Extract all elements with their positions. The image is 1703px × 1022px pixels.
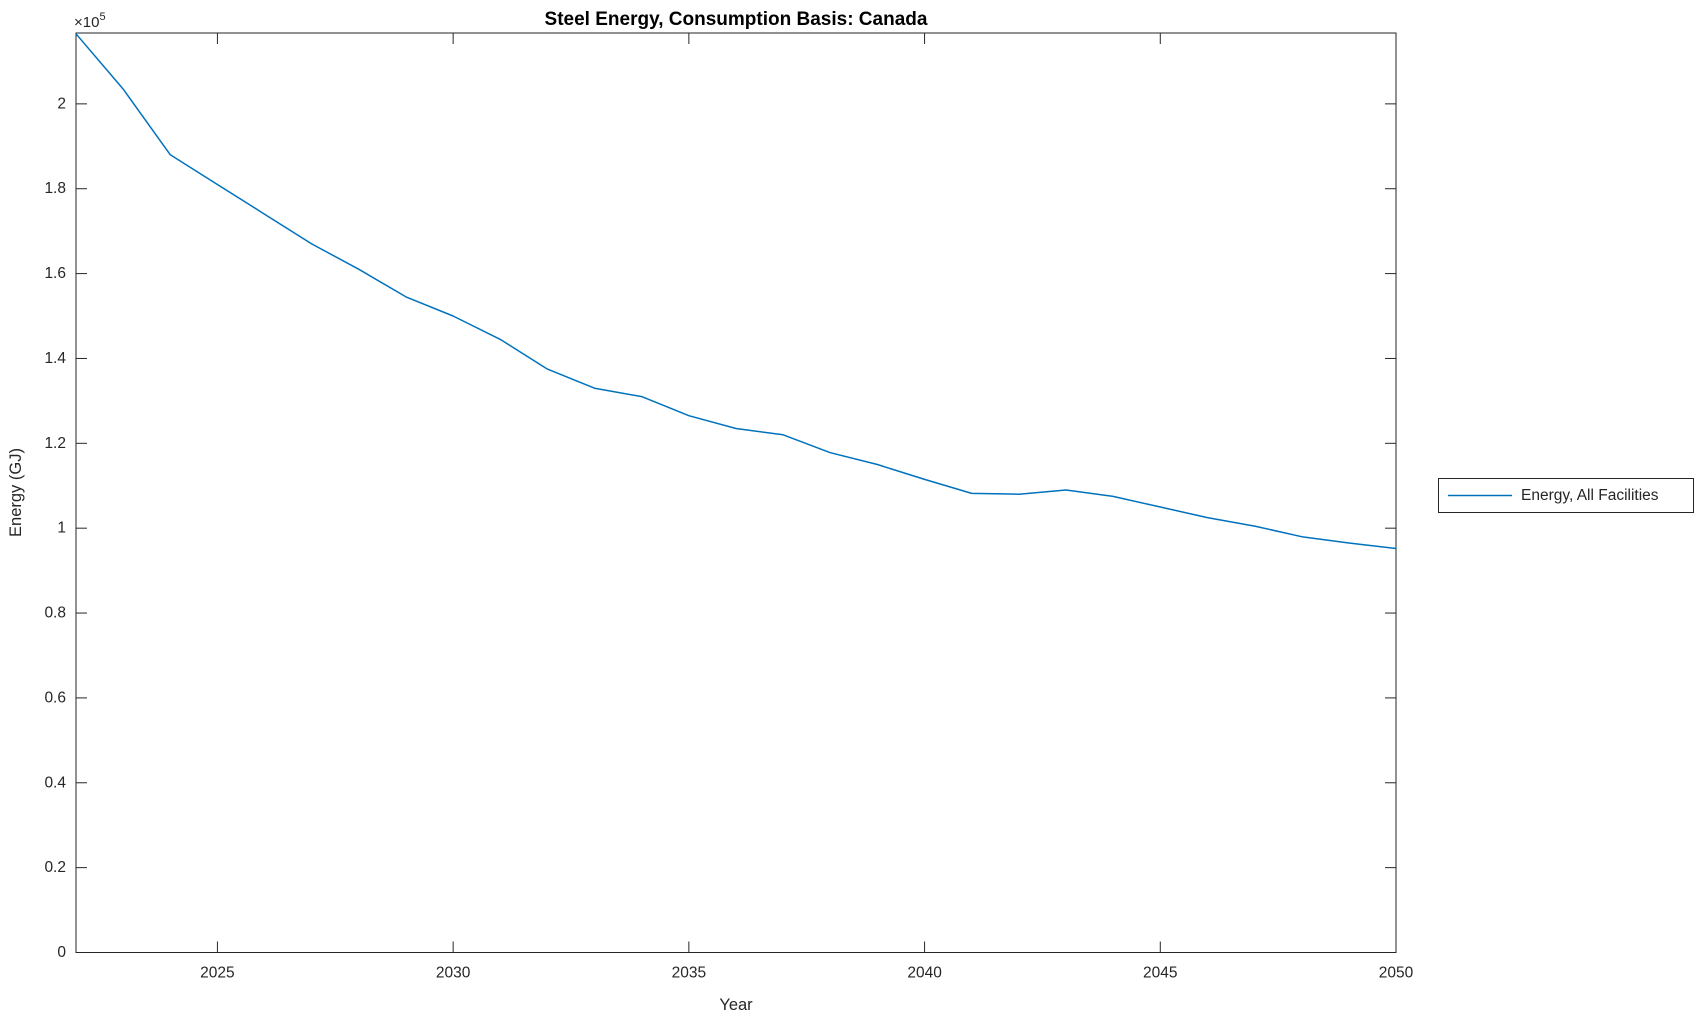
axis-tick-marks xyxy=(76,33,1397,953)
y-tick-label: 1.8 xyxy=(44,180,66,197)
y-tick-labels: 0 0.2 0.4 0.6 0.8 1 1.2 1.4 1.6 1.8 2 xyxy=(44,95,66,961)
y-tick-label: 1 xyxy=(57,520,66,537)
y-axis-multiplier-exponent: 5 xyxy=(99,11,105,23)
y-tick-label: 2 xyxy=(57,95,66,112)
x-tick-label: 2025 xyxy=(200,965,234,982)
y-tick-label: 0.6 xyxy=(44,689,66,706)
x-tick-labels: 2025 2030 2035 2040 2045 2050 xyxy=(200,965,1413,982)
y-tick-label: 0.4 xyxy=(44,774,66,791)
y-axis-multiplier-base: ×10 xyxy=(74,14,99,31)
x-tick-label: 2035 xyxy=(672,965,706,982)
y-tick-label: 0 xyxy=(57,944,66,961)
y-tick-label: 0.8 xyxy=(44,605,66,622)
x-tick-label: 2045 xyxy=(1143,965,1177,982)
y-tick-label: 1.2 xyxy=(44,435,66,452)
legend-label: Energy, All Facilities xyxy=(1521,487,1659,504)
chart-title: Steel Energy, Consumption Basis: Canada xyxy=(545,9,928,30)
series-line-energy-all-facilities xyxy=(75,33,1397,550)
x-tick-label: 2040 xyxy=(907,965,942,982)
y-tick-label: 1.4 xyxy=(44,350,66,367)
x-axis-label: Year xyxy=(719,996,753,1014)
x-tick-label: 2030 xyxy=(436,965,471,982)
x-tick-label: 2050 xyxy=(1379,965,1414,982)
legend: Energy, All Facilities xyxy=(1438,478,1694,513)
y-axis-multiplier: ×105 xyxy=(74,11,106,31)
y-tick-label: 0.2 xyxy=(44,859,66,876)
y-axis-label: Energy (GJ) xyxy=(7,448,25,537)
y-tick-label: 1.6 xyxy=(44,265,66,282)
plot-box xyxy=(75,32,1397,953)
